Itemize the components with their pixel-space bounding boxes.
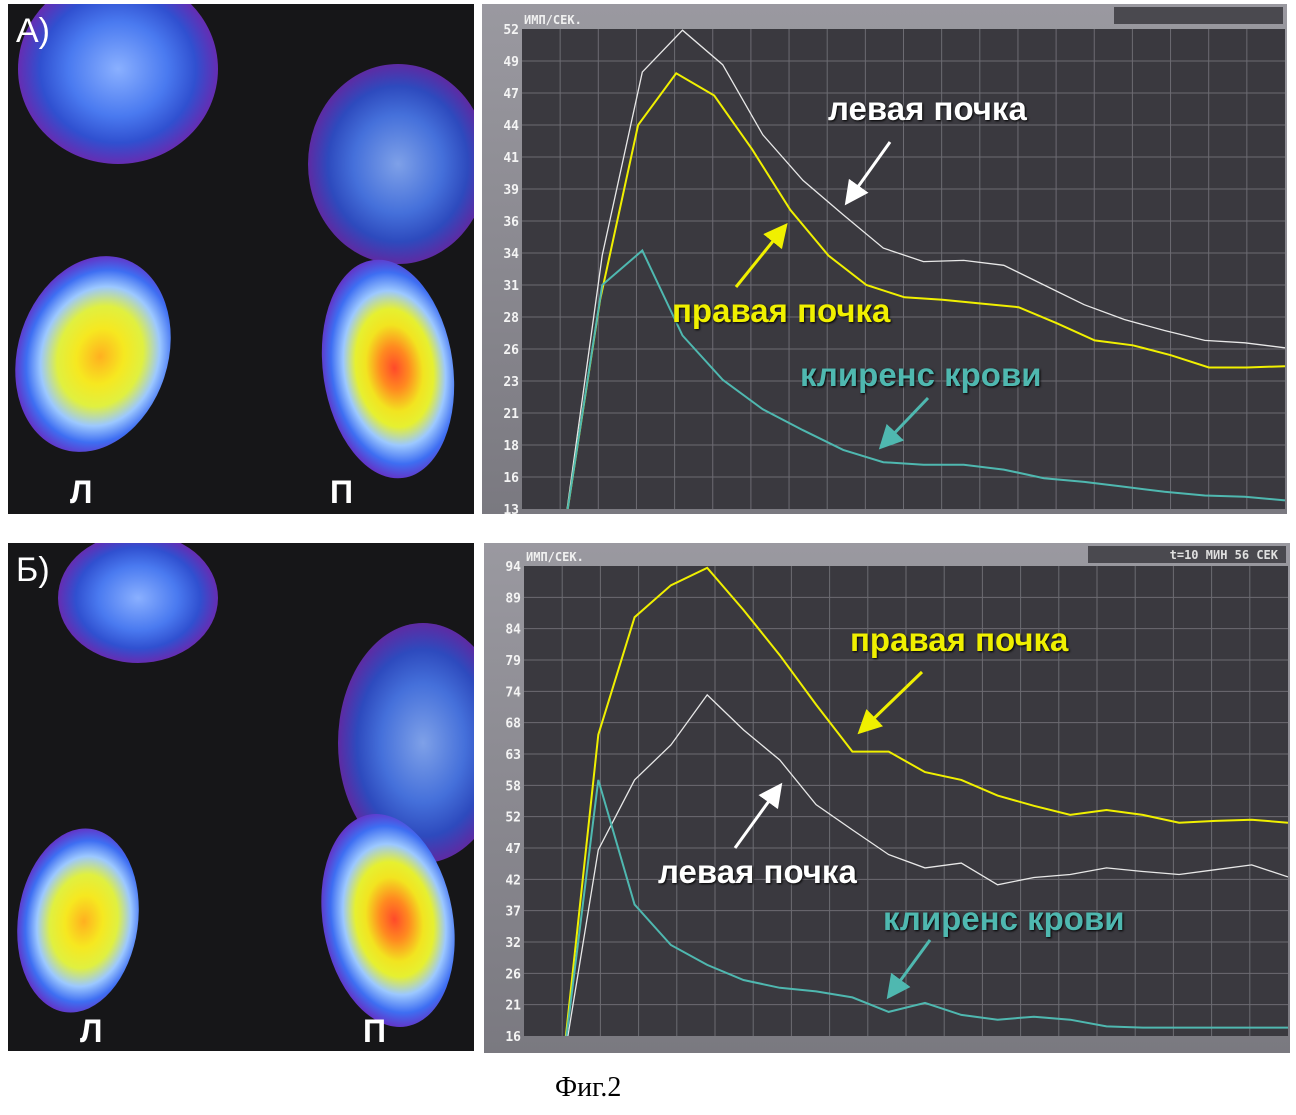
scintigram-a: А) Л П [8,4,474,514]
annotation-blood-clearance: клиренс крови [883,900,1125,938]
renogram-chart-a: ИМП/СЕК. 52 49 47 44 41 39 36 34 31 28 26 23 21 18 16 13 [482,4,1287,514]
y-tick-label: 16 [503,471,519,486]
annotation-right-kidney: правая почка [850,621,1068,659]
y-tick-label: 36 [503,215,519,230]
y-axis-label: ИМП/СЕК. [526,550,584,564]
left-kidney-label: Л [80,1013,102,1050]
y-tick-label: 47 [503,87,519,102]
y-tick-label: 16 [505,1030,521,1045]
y-tick-label: 32 [505,936,521,951]
y-tick-label: 18 [503,439,519,454]
y-tick-label: 34 [503,247,519,262]
y-tick-label: 52 [505,811,521,826]
left-kidney-label: Л [70,474,92,511]
right-kidney-label: П [330,474,353,511]
right-kidney-image [308,251,467,487]
y-tick-label: 23 [503,375,519,390]
figure-caption: Фиг.2 [555,1072,621,1104]
scintigram-b: Б) Л П [8,543,474,1051]
status-box [1114,7,1283,24]
y-tick-label: 63 [505,748,521,763]
organ-uptake-top-right [308,64,474,264]
panel-label: А) [16,12,50,51]
y-tick-label: 68 [505,717,521,732]
y-tick-label: 89 [505,591,521,606]
y-tick-label: 94 [505,560,521,575]
y-tick-label: 26 [505,967,521,982]
y-tick-label: 21 [503,407,519,422]
y-tick-label: 28 [503,311,519,326]
y-tick-label: 26 [503,343,519,358]
panel-label: Б) [16,551,50,590]
y-tick-label: 44 [503,119,519,134]
y-tick-label: 84 [505,623,521,638]
right-kidney-label: П [363,1013,386,1050]
organ-uptake-top-left [58,543,218,663]
y-tick-label: 79 [505,654,521,669]
y-tick-label: 47 [505,842,521,857]
y-tick-label: 49 [503,55,519,70]
y-tick-label: 39 [503,183,519,198]
status-text: t=10 МИН 56 СЕК [1170,548,1279,562]
renogram-svg: t=10 МИН 56 СЕК ИМП/СЕК. 94 89 84 79 74 68 63 58 5… [484,543,1290,1053]
renogram-svg: ИМП/СЕК. 52 49 47 44 41 39 36 34 31 28 26 23 21 18 16 13 [482,4,1287,514]
y-tick-label: 21 [505,999,521,1014]
renogram-chart-b: t=10 МИН 56 СЕК ИМП/СЕК. 94 89 84 79 74 68 63 58 5… [484,543,1290,1053]
left-kidney-image [8,236,195,473]
left-kidney-image [8,821,150,1021]
annotation-left-kidney: левая почка [828,90,1027,128]
y-axis-label: ИМП/СЕК. [524,13,582,27]
y-tick-label: 52 [503,23,519,38]
y-tick-label: 37 [505,905,521,920]
annotation-blood-clearance: клиренс крови [800,356,1042,394]
annotation-right-kidney: правая почка [672,292,890,330]
annotation-left-kidney: левая почка [658,853,857,891]
y-tick-label: 31 [503,279,519,294]
y-tick-label: 13 [503,503,519,514]
y-tick-label: 74 [505,685,521,700]
y-tick-label: 42 [505,873,521,888]
y-tick-label: 58 [505,779,521,794]
y-tick-label: 41 [503,151,519,166]
